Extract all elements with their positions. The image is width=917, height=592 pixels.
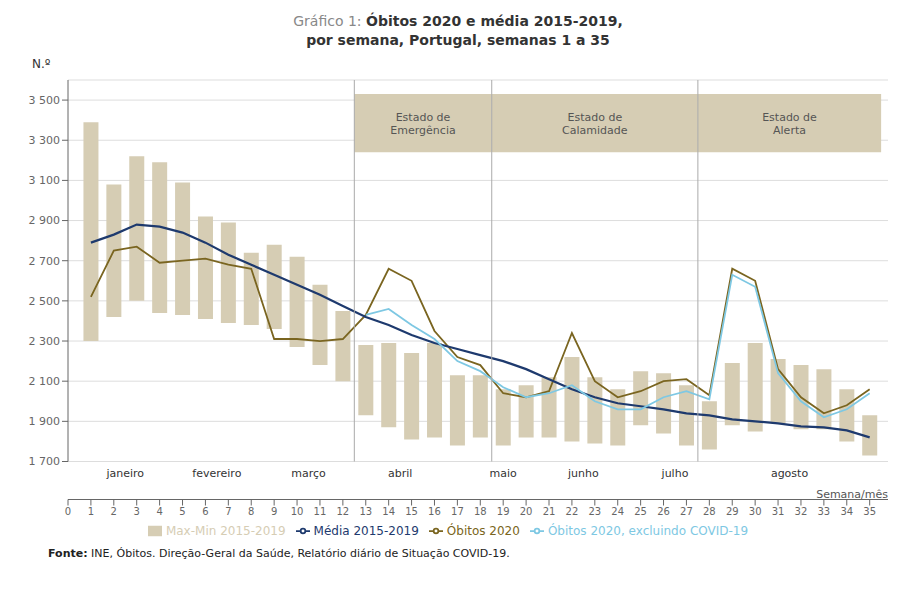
svg-text:3 300: 3 300 xyxy=(29,134,61,147)
html-text:Fonte: INE, Óbitos. Direção-Ge: Fonte: INE, Óbitos. Direção-Geral da Saú… xyxy=(48,547,510,560)
svg-text:7: 7 xyxy=(225,506,231,517)
svg-text:2 700: 2 700 xyxy=(29,255,61,268)
svg-text:Estado deAlerta: Estado deAlerta xyxy=(762,110,817,136)
svg-text:agosto: agosto xyxy=(771,467,808,480)
svg-text:19: 19 xyxy=(497,506,510,517)
svg-text:34: 34 xyxy=(840,506,853,517)
svg-text:1 700: 1 700 xyxy=(29,455,61,468)
svg-text:2 500: 2 500 xyxy=(29,295,61,308)
svg-text:25: 25 xyxy=(634,506,647,517)
svg-text:11: 11 xyxy=(314,506,327,517)
svg-text:21: 21 xyxy=(543,506,556,517)
svg-text:Semana/mês: Semana/mês xyxy=(816,488,888,501)
svg-text:2 900: 2 900 xyxy=(29,214,61,227)
svg-text:3 100: 3 100 xyxy=(29,174,61,187)
svg-text:20: 20 xyxy=(520,506,533,517)
svg-text:1 900: 1 900 xyxy=(29,415,61,428)
svg-text:13: 13 xyxy=(359,506,372,517)
html-text:Max-Min 2015-2019: Max-Min 2015-2019 xyxy=(165,523,286,538)
svg-text:0: 0 xyxy=(65,506,71,517)
svg-text:fevereiro: fevereiro xyxy=(192,467,241,480)
svg-text:31: 31 xyxy=(772,506,785,517)
svg-text:16: 16 xyxy=(428,506,441,517)
svg-text:27: 27 xyxy=(680,506,693,517)
svg-text:33: 33 xyxy=(817,506,830,517)
svg-text:29: 29 xyxy=(726,506,739,517)
svg-text:Estado deEmergência: Estado deEmergência xyxy=(390,110,455,136)
svg-text:10: 10 xyxy=(291,506,304,517)
svg-text:2 300: 2 300 xyxy=(29,335,61,348)
svg-text:17: 17 xyxy=(451,506,464,517)
svg-text:14: 14 xyxy=(382,506,395,517)
svg-text:3: 3 xyxy=(134,506,140,517)
svg-text:26: 26 xyxy=(657,506,670,517)
svg-text:23: 23 xyxy=(588,506,601,517)
svg-text:2: 2 xyxy=(111,506,117,517)
svg-text:28: 28 xyxy=(703,506,716,517)
html-text:Óbitos 2020: Óbitos 2020 xyxy=(446,523,520,538)
svg-text:6: 6 xyxy=(202,506,208,517)
svg-text:julho: julho xyxy=(661,467,689,480)
svg-text:1: 1 xyxy=(88,506,94,517)
html-text:Média 2015-2019: Média 2015-2019 xyxy=(313,523,419,538)
svg-text:15: 15 xyxy=(405,506,418,517)
html-text:Óbitos 2020, excluindo COVID-1: Óbitos 2020, excluindo COVID-19 xyxy=(547,523,749,538)
svg-text:32: 32 xyxy=(795,506,808,517)
svg-text:3 500: 3 500 xyxy=(29,94,61,107)
svg-text:18: 18 xyxy=(474,506,487,517)
svg-text:5: 5 xyxy=(179,506,185,517)
svg-text:abril: abril xyxy=(388,467,412,480)
svg-text:maio: maio xyxy=(490,467,518,480)
html-text:Gráfico 1: Óbitos 2020 e média: Gráfico 1: Óbitos 2020 e média 2015-2019… xyxy=(293,13,623,29)
svg-text:35: 35 xyxy=(863,506,876,517)
svg-text:12: 12 xyxy=(336,506,349,517)
html-text:por semana, Portugal, semanas: por semana, Portugal, semanas 1 a 35 xyxy=(306,32,610,48)
svg-text:30: 30 xyxy=(749,506,762,517)
svg-text:março: março xyxy=(291,467,326,480)
svg-text:24: 24 xyxy=(611,506,624,517)
html-text:N.º: N.º xyxy=(32,57,51,71)
svg-text:junho: junho xyxy=(567,467,599,480)
svg-text:8: 8 xyxy=(248,506,254,517)
svg-text:22: 22 xyxy=(566,506,579,517)
svg-text:Estado deCalamidade: Estado deCalamidade xyxy=(562,110,628,136)
svg-text:2 100: 2 100 xyxy=(29,375,61,388)
svg-text:4: 4 xyxy=(156,506,162,517)
svg-text:janeiro: janeiro xyxy=(105,467,144,480)
svg-text:9: 9 xyxy=(271,506,277,517)
